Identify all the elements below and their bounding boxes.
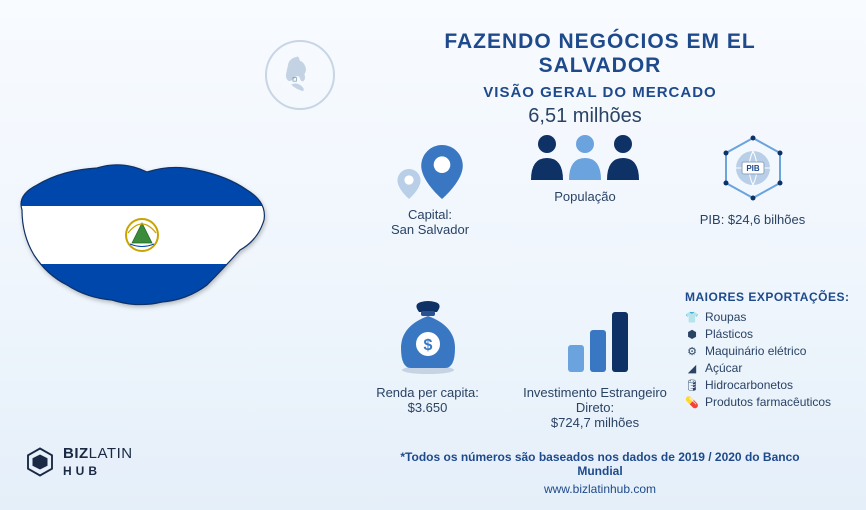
income-label: Renda per capita:: [350, 385, 505, 400]
footer-note: *Todos os números são baseados nos dados…: [380, 450, 820, 478]
people-icon: [510, 132, 660, 183]
infographic-canvas: FAZENDO NEGÓCIOS EM EL SALVADOR VISÃO GE…: [0, 0, 866, 510]
export-icon: ⚙: [685, 344, 699, 358]
fdi-label: Investimento Estrangeiro Direto:: [515, 385, 675, 415]
export-label: Roupas: [705, 310, 746, 324]
stat-gdp: PIB PIB: $24,6 bilhões: [680, 135, 825, 227]
export-label: Produtos farmacêuticos: [705, 395, 831, 409]
title-main: FAZENDO NEGÓCIOS EM EL SALVADOR: [380, 30, 820, 78]
location-pin-large-icon: [421, 145, 463, 199]
export-label: Hidrocarbonetos: [705, 378, 793, 392]
brand-logo: BIZLATIN HUB: [25, 445, 133, 479]
location-pin-small-icon: [397, 169, 421, 199]
income-value: $3.650: [350, 400, 505, 415]
title-block: FAZENDO NEGÓCIOS EM EL SALVADOR VISÃO GE…: [380, 30, 820, 101]
globe-icon: [265, 40, 335, 110]
svg-text:PIB: PIB: [746, 164, 760, 173]
export-label: Açúcar: [705, 361, 742, 375]
export-item: ◢ Açúcar: [685, 361, 855, 375]
svg-text:$: $: [423, 337, 432, 354]
export-label: Maquinário elétrico: [705, 344, 806, 358]
title-sub: VISÃO GERAL DO MERCADO: [380, 84, 820, 101]
money-bag-icon: $: [350, 300, 505, 379]
brand-text: BIZLATIN HUB: [63, 445, 133, 479]
population-value: 6,51 milhões: [510, 105, 660, 128]
footer-block: *Todos os números são baseados nos dados…: [380, 450, 820, 496]
export-icon: 🛢: [685, 378, 699, 392]
exports-block: MAIORES EXPORTAÇÕES: 👕 Roupas ⬢ Plásticos ⚙ M…: [685, 290, 855, 412]
country-map: [12, 150, 272, 320]
export-item: ⬢ Plásticos: [685, 327, 855, 341]
gdp-hex-icon: PIB: [680, 135, 825, 204]
exports-list: 👕 Roupas ⬢ Plásticos ⚙ Maquinário elétrico ◢ Aç…: [685, 310, 855, 409]
stat-capital: Capital: San Salvador: [365, 145, 495, 237]
fdi-value: $724,7 milhões: [515, 415, 675, 430]
export-label: Plásticos: [705, 327, 753, 341]
export-icon: 💊: [685, 395, 699, 409]
export-icon: 👕: [685, 310, 699, 324]
gdp-label: PIB: $24,6 bilhões: [680, 212, 825, 227]
stat-population: 6,51 milhões População: [510, 105, 660, 204]
footer-url: www.bizlatinhub.com: [380, 482, 820, 496]
capital-value: San Salvador: [365, 222, 495, 237]
export-item: ⚙ Maquinário elétrico: [685, 344, 855, 358]
export-icon: ◢: [685, 361, 699, 375]
population-label: População: [510, 189, 660, 204]
stat-fdi: Investimento Estrangeiro Direto: $724,7 …: [515, 300, 675, 430]
capital-label: Capital:: [365, 207, 495, 222]
export-icon: ⬢: [685, 327, 699, 341]
brand-mark-icon: [25, 447, 55, 477]
export-item: 👕 Roupas: [685, 310, 855, 324]
export-item: 🛢 Hidrocarbonetos: [685, 378, 855, 392]
exports-title: MAIORES EXPORTAÇÕES:: [685, 290, 855, 304]
stat-income: $ Renda per capita: $3.650: [350, 300, 505, 415]
export-item: 💊 Produtos farmacêuticos: [685, 395, 855, 409]
bar-chart-icon: [515, 300, 675, 379]
